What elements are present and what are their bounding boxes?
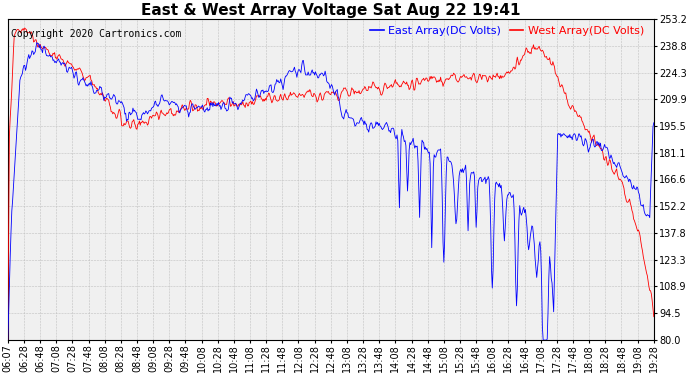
Legend: East Array(DC Volts), West Array(DC Volts): East Array(DC Volts), West Array(DC Volt… (366, 21, 648, 40)
Title: East & West Array Voltage Sat Aug 22 19:41: East & West Array Voltage Sat Aug 22 19:… (141, 3, 520, 18)
Text: Copyright 2020 Cartronics.com: Copyright 2020 Cartronics.com (11, 28, 181, 39)
